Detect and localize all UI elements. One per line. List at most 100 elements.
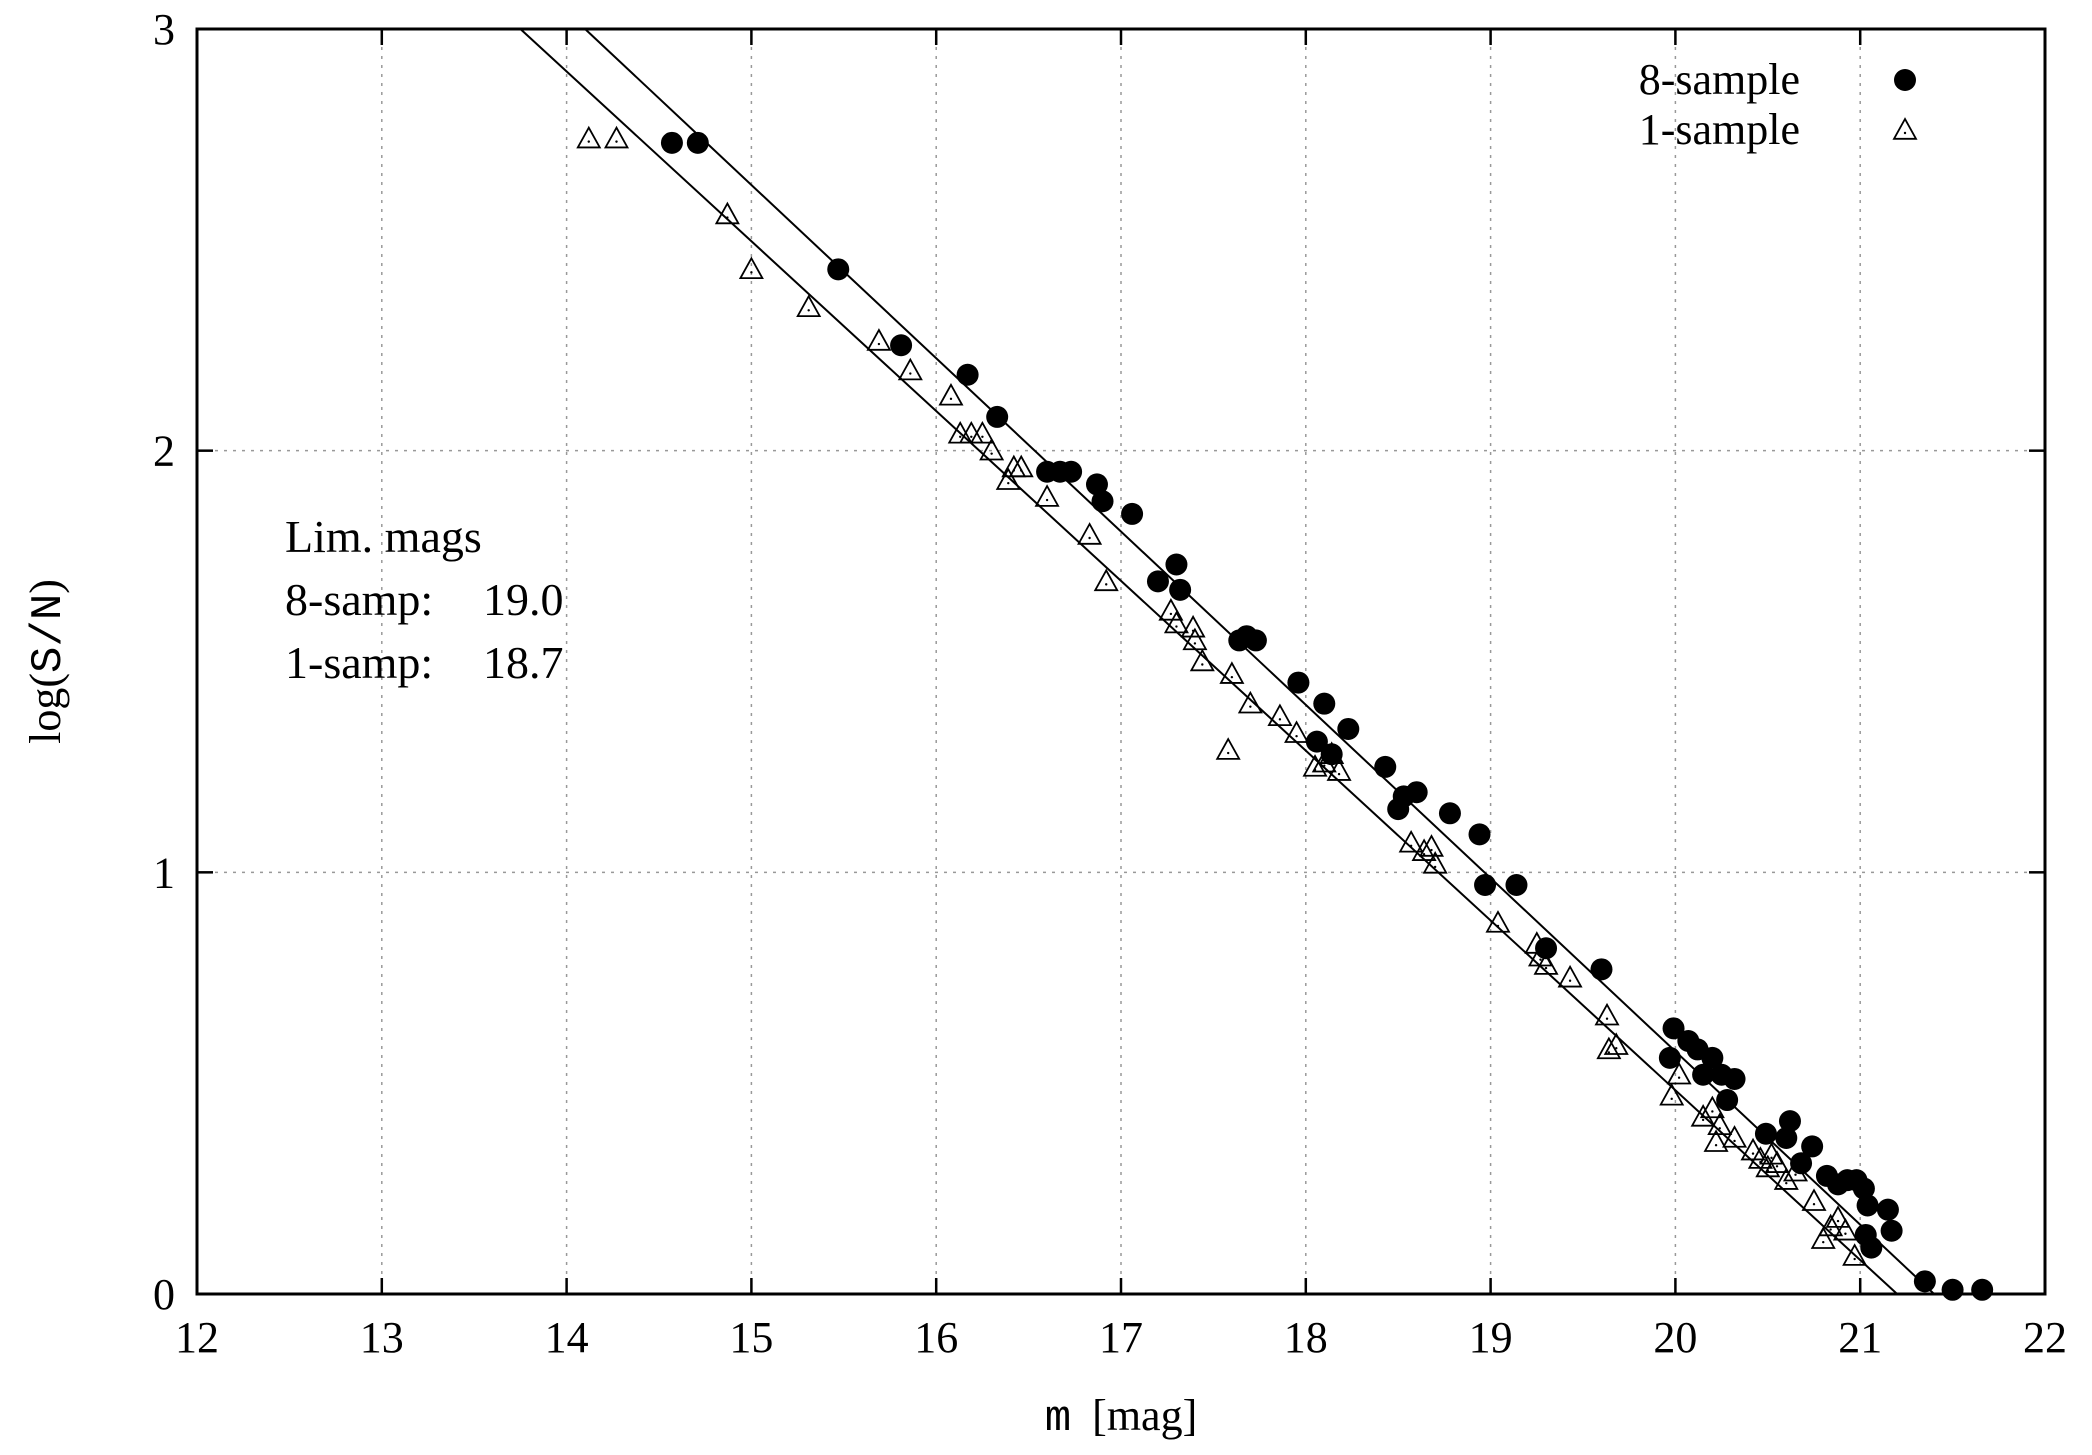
legend: 8-sample 1-sample [1639,55,1918,154]
data-point-8-sample [1701,1046,1724,1069]
data-point-1-sample [1398,829,1424,853]
data-point-1-sample [1722,1125,1748,1148]
annotation-8-samp-label: 8-samp: [285,574,433,625]
data-point-8-sample [1438,802,1461,825]
data-point-8-sample [1091,490,1114,513]
data-point-1-sample [1485,910,1511,933]
data-point-1-sample [1703,1129,1729,1152]
x-tick-label: 14 [545,1313,589,1362]
data-point-8-sample [890,334,913,357]
x-tick-label: 13 [360,1313,404,1362]
data-point-1-sample [995,467,1021,490]
data-point-8-sample [1723,1067,1746,1090]
data-point-1-sample [866,328,892,351]
data-point-8-sample [1801,1135,1824,1158]
data-point-8-sample [1692,1063,1715,1086]
data-point-8-sample [1320,743,1343,766]
data-point-8-sample [1790,1152,1813,1175]
data-point-1-sample [1818,1213,1844,1237]
data-point-8-sample [1405,781,1428,804]
data-point-8-sample [1754,1122,1777,1145]
x-tick-label: 12 [175,1313,219,1362]
data-point-8-sample [956,363,979,386]
data-point-8-sample [1085,473,1108,496]
data-point-1-sample [897,357,923,381]
data-point-1-sample [1810,1226,1836,1249]
data-point-8-sample [1941,1278,1964,1301]
legend-circle [1894,69,1916,91]
x-tick-label: 18 [1284,1313,1328,1362]
data-point-1-sample [1825,1205,1851,1228]
data-point-8-sample [827,258,850,281]
data-point-1-sample [1557,964,1583,988]
data-point-1-sample [1740,1137,1766,1161]
data-point-1-sample [1189,648,1215,672]
data-point-1-sample [1215,737,1241,760]
annotation-1-samp-label: 1-samp: [285,637,433,688]
data-point-1-sample [969,420,995,444]
data-point-1-sample [1533,952,1559,975]
data-point-1-sample [1699,1095,1725,1119]
limiting-magnitudes-note: Lim. mags 8-samp: 19.0 1-samp: 18.7 [285,511,564,688]
data-point-8-sample [1374,755,1397,778]
y-axis-title-prefix: log( [21,673,70,744]
y-tick-label: 0 [153,1270,175,1319]
data-point-1-sample [1594,1002,1620,1026]
data-point-1-sample [714,201,740,225]
data-point-1-sample [1237,690,1263,714]
data-point-1-sample [1801,1188,1827,1211]
legend-label-1-sample: 1-sample [1639,105,1800,154]
data-point-8-sample [1305,730,1328,753]
legend-marker-open-triangle [1892,117,1918,140]
data-point-8-sample [1468,823,1491,846]
data-point-1-sample [1093,568,1119,592]
data-point-1-sample [1034,484,1060,507]
data-point-1-sample [1764,1150,1790,1173]
data-point-8-sample [1852,1177,1875,1200]
data-point-1-sample [1659,1082,1685,1106]
x-tick-label: 21 [1838,1313,1882,1362]
data-point-1-sample [1158,598,1184,621]
data-point-8-sample [1505,873,1528,896]
data-point-8-sample [1287,671,1310,694]
y-axis-title-mono: S/N [24,594,74,673]
x-tick-label: 15 [729,1313,773,1362]
data-point-1-sample [738,256,764,280]
data-point-8-sample [1662,1017,1685,1040]
data-point-1-sample [1690,1104,1716,1127]
data-point-1-sample [1411,838,1437,861]
data-point-8-sample [1880,1219,1903,1242]
data-point-1-sample [1773,1167,1799,1190]
data-point-8-sample [1775,1126,1798,1149]
y-tick-label: 2 [153,427,175,476]
data-point-1-sample [1077,522,1103,545]
data-point-8-sample [1146,570,1169,593]
data-point-1-sample [1842,1243,1868,1266]
legend-triangle [1892,117,1918,140]
legend-marker-filled-circle [1894,69,1916,91]
y-axis-title-suffix: ) [21,579,70,594]
data-point-8-sample [1337,717,1360,740]
legend-label-8-sample: 8-sample [1639,55,1800,104]
data-point-1-sample [1267,703,1293,727]
data-point-8-sample [686,131,709,154]
data-point-1-sample [1326,758,1352,781]
data-point-1-sample [1666,1061,1692,1085]
data-point-8-sample [1313,692,1336,715]
data-point-1-sample [1163,610,1189,634]
data-point-8-sample [1778,1110,1801,1133]
x-axis-title: m [mag] [1045,1391,1197,1444]
data-point-1-sample [1596,1036,1622,1060]
annotation-1-samp-value: 18.7 [483,637,564,688]
data-point-8-sample [1535,937,1558,960]
x-tick-label: 20 [1653,1313,1697,1362]
data-point-8-sample [1971,1278,1994,1301]
data-point-8-sample [1474,873,1497,896]
data-point-8-sample [1165,553,1188,576]
annotation-title: Lim. mags [285,511,482,562]
data-point-8-sample [1856,1194,1879,1217]
data-point-1-sample [1707,1112,1733,1136]
data-point-8-sample [1876,1198,1899,1221]
